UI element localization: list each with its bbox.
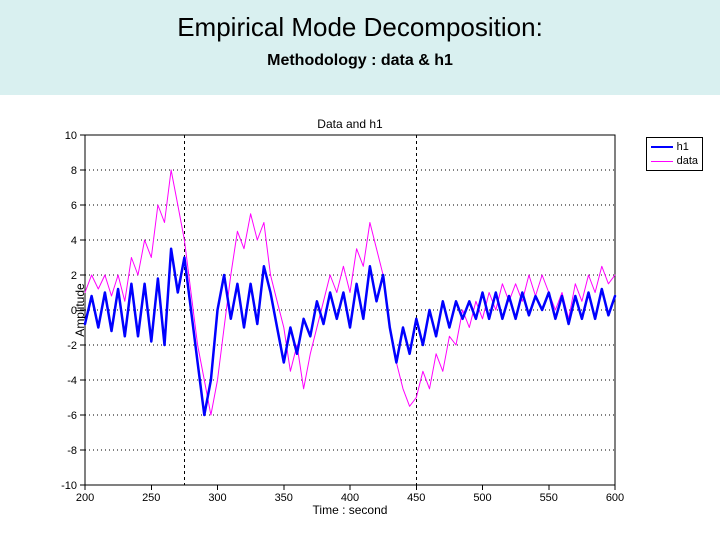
- svg-text:550: 550: [540, 492, 558, 504]
- svg-text:0: 0: [71, 305, 77, 317]
- chart-title: Data and h1: [85, 117, 615, 131]
- svg-text:600: 600: [606, 492, 624, 504]
- chart-svg: -10-8-6-4-202468102002503003504004505005…: [85, 135, 615, 485]
- slide-subtitle: Methodology : data & h1: [0, 52, 720, 70]
- chart-area: Data and h1 Amplitude Time : second -10-…: [85, 135, 615, 485]
- legend: h1 data: [646, 137, 703, 171]
- svg-text:-4: -4: [67, 375, 77, 387]
- svg-text:500: 500: [473, 492, 491, 504]
- svg-text:300: 300: [208, 492, 226, 504]
- svg-text:400: 400: [341, 492, 359, 504]
- slide-title: Empirical Mode Decomposition:: [0, 12, 720, 43]
- svg-text:350: 350: [275, 492, 293, 504]
- svg-text:8: 8: [71, 165, 77, 177]
- svg-text:10: 10: [65, 130, 77, 142]
- svg-text:250: 250: [142, 492, 160, 504]
- svg-text:6: 6: [71, 200, 77, 212]
- svg-text:200: 200: [76, 492, 94, 504]
- x-axis-label: Time : second: [85, 503, 615, 517]
- svg-text:-6: -6: [67, 410, 77, 422]
- svg-text:2: 2: [71, 270, 77, 282]
- svg-text:-10: -10: [61, 480, 77, 492]
- svg-text:-2: -2: [67, 340, 77, 352]
- legend-label-h1: h1: [677, 141, 689, 153]
- legend-swatch-data: [651, 161, 673, 162]
- legend-swatch-h1: [651, 146, 673, 148]
- legend-label-data: data: [677, 155, 698, 167]
- svg-text:450: 450: [407, 492, 425, 504]
- svg-text:4: 4: [71, 235, 77, 247]
- slide: Empirical Mode Decomposition: Methodolog…: [0, 0, 720, 540]
- legend-item-data: data: [651, 154, 698, 168]
- legend-item-h1: h1: [651, 140, 698, 154]
- svg-text:-8: -8: [67, 445, 77, 457]
